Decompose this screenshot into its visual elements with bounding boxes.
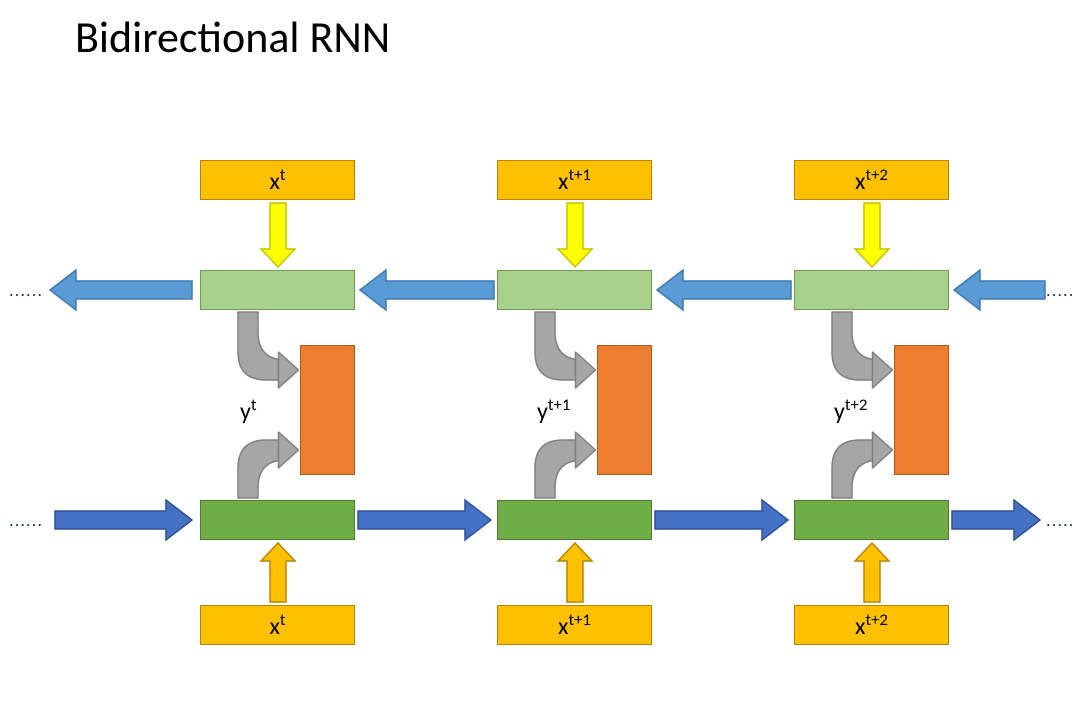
top-input-1: xt+1 — [497, 160, 652, 200]
backward-arrow-2 — [657, 270, 791, 310]
forward-arrow-3 — [952, 500, 1040, 540]
forward-cell-2 — [794, 500, 949, 540]
backward-cell-2 — [794, 270, 949, 310]
dots-bottom-right: …… — [1045, 510, 1074, 531]
orange-arrow-0 — [261, 543, 295, 602]
backward-arrow-1 — [360, 270, 494, 310]
forward-arrow-0 — [55, 500, 192, 540]
orange-arrow-2 — [855, 543, 889, 602]
backward-arrow-3 — [954, 270, 1045, 310]
dots-bottom-left: …… — [8, 510, 42, 531]
bottom-input-0: xt — [200, 605, 355, 645]
backward-arrow-0 — [50, 270, 192, 310]
output-label-1: yt+1 — [537, 394, 570, 426]
bottom-input-1-label: xt+1 — [558, 609, 591, 641]
yellow-arrow-2 — [855, 203, 889, 267]
bottom-input-2-label: xt+2 — [855, 609, 888, 641]
output-box-2 — [894, 345, 949, 475]
top-input-0: xt — [200, 160, 355, 200]
top-input-2-label: xt+2 — [855, 164, 888, 196]
top-input-1-label: xt+1 — [558, 164, 591, 196]
bottom-input-2: xt+2 — [794, 605, 949, 645]
backward-cell-1 — [497, 270, 652, 310]
forward-cell-1 — [497, 500, 652, 540]
forward-arrow-2 — [655, 500, 788, 540]
yellow-arrow-1 — [558, 203, 592, 267]
page-title: Bidirectional RNN — [75, 10, 390, 64]
diagram-canvas: Bidirectional RNN …… …… …… …… xt yt xt xt+1 yt+1 x… — [0, 0, 1074, 709]
bottom-input-1: xt+1 — [497, 605, 652, 645]
output-box-1 — [597, 345, 652, 475]
orange-arrow-1 — [558, 543, 592, 602]
top-input-2: xt+2 — [794, 160, 949, 200]
output-label-0: yt — [240, 394, 257, 426]
output-label-2: yt+2 — [834, 394, 867, 426]
yellow-arrow-0 — [261, 203, 295, 267]
dots-top-right: …… — [1045, 280, 1074, 301]
forward-arrow-1 — [358, 500, 491, 540]
output-box-0 — [300, 345, 355, 475]
top-input-0-label: xt — [269, 164, 285, 196]
backward-cell-0 — [200, 270, 355, 310]
dots-top-left: …… — [8, 280, 42, 301]
forward-cell-0 — [200, 500, 355, 540]
bottom-input-0-label: xt — [269, 609, 285, 641]
